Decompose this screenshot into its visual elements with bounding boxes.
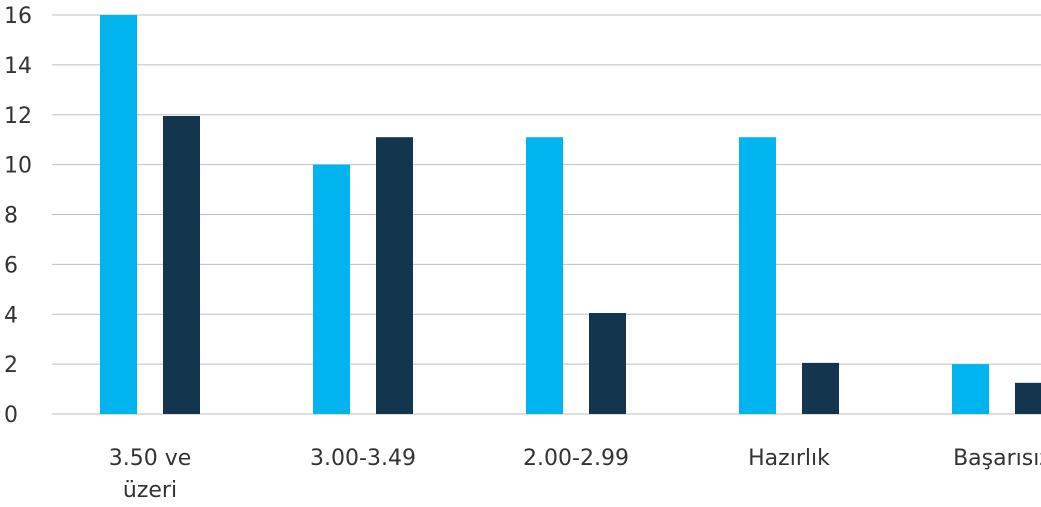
- x-category-label: 2.00-2.99: [523, 446, 629, 471]
- bar-series-2-category-4: [802, 362, 839, 414]
- bar-series-1-category-1: [100, 15, 137, 414]
- x-category-label-line: 2.00-2.99: [523, 446, 629, 471]
- bar-series-2-category-1: [163, 115, 200, 414]
- y-axis-tick-labels: 0 2 4 6 8 10 12 14 16: [4, 4, 32, 428]
- y-tick-label: 2: [4, 353, 18, 378]
- bars: [100, 15, 1041, 414]
- y-tick-label: 12: [4, 104, 32, 129]
- y-tick-label: 14: [4, 54, 32, 79]
- bar-series-2-category-5: [1015, 382, 1041, 414]
- bar-series-1-category-4: [739, 137, 776, 414]
- x-category-label: Başarısız: [953, 446, 1041, 471]
- y-tick-label: 0: [4, 403, 18, 428]
- y-tick-label: 4: [4, 303, 18, 328]
- bar-series-1-category-5: [952, 364, 989, 414]
- y-tick-label: 10: [4, 154, 32, 179]
- x-category-label-line: 3.00-3.49: [310, 446, 416, 471]
- x-category-label: 3.00-3.49: [310, 446, 416, 471]
- x-category-label-line: 3.50 ve: [109, 446, 192, 471]
- y-tick-label: 8: [4, 204, 18, 229]
- x-category-label-line: Başarısız: [953, 446, 1041, 471]
- bar-series-1-category-2: [313, 164, 350, 414]
- x-category-label-line: Hazırlık: [748, 446, 830, 471]
- x-axis-category-labels: 3.50 ve üzeri 3.00-3.49 2.00-2.99 Hazırlık Ba…: [109, 446, 1041, 503]
- x-category-label: Hazırlık: [748, 446, 830, 471]
- bar-series-2-category-3: [589, 313, 626, 414]
- x-category-label: 3.50 ve üzeri: [109, 446, 192, 503]
- y-tick-label: 16: [4, 4, 32, 29]
- bar-series-2-category-2: [376, 137, 413, 414]
- y-tick-label: 6: [4, 253, 18, 278]
- x-category-label-line: üzeri: [123, 478, 177, 503]
- bar-series-1-category-3: [526, 137, 563, 414]
